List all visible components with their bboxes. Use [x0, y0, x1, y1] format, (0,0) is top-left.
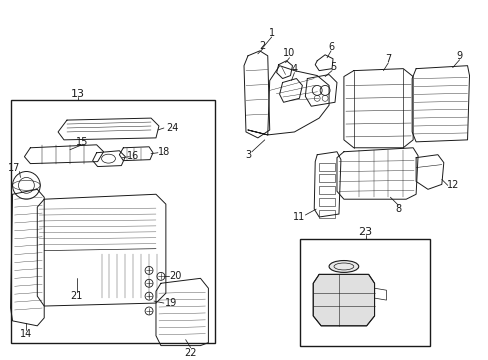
Text: 4: 4: [291, 64, 297, 74]
Text: 23: 23: [358, 227, 372, 237]
Text: 3: 3: [244, 150, 250, 160]
Text: 15: 15: [76, 137, 88, 147]
Text: 5: 5: [329, 62, 335, 72]
Text: 2: 2: [259, 41, 265, 51]
Text: 16: 16: [127, 151, 139, 161]
Bar: [319, 186, 334, 194]
Text: 1: 1: [268, 28, 274, 38]
Polygon shape: [313, 274, 374, 326]
Text: 18: 18: [158, 147, 170, 157]
Text: 20: 20: [169, 271, 182, 282]
Text: 9: 9: [456, 51, 462, 61]
Text: 7: 7: [385, 54, 391, 64]
Text: 12: 12: [446, 180, 458, 190]
Text: 13: 13: [71, 89, 84, 99]
Bar: [319, 175, 334, 183]
Text: 10: 10: [283, 48, 295, 58]
Text: 21: 21: [71, 291, 83, 301]
Ellipse shape: [328, 261, 358, 273]
Text: 11: 11: [293, 212, 305, 222]
Text: 22: 22: [184, 347, 197, 357]
Text: 14: 14: [20, 329, 33, 339]
Text: 19: 19: [164, 298, 177, 308]
Text: 8: 8: [394, 204, 401, 214]
Text: 24: 24: [166, 123, 179, 133]
Bar: [300, 239, 429, 346]
Bar: [319, 198, 334, 206]
Text: 6: 6: [327, 42, 333, 52]
Text: 17: 17: [8, 163, 20, 172]
Bar: [319, 163, 334, 171]
Bar: [319, 210, 334, 218]
Bar: [11, 100, 215, 343]
